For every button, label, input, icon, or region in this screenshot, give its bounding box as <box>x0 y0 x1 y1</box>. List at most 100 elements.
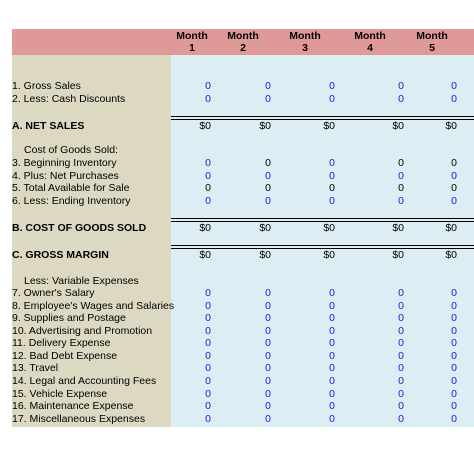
cell-value: 0 <box>265 388 271 400</box>
cell-value: 0 <box>205 300 211 312</box>
cell-value: 0 <box>451 157 457 169</box>
cell-value: 0 <box>205 325 211 337</box>
month-number: 1 <box>189 42 195 54</box>
cell-value: 0 <box>329 337 335 349</box>
cell-value: 0 <box>451 195 457 207</box>
cell-value: 0 <box>398 325 404 337</box>
row-label: Cost of Goods Sold: <box>24 144 118 156</box>
cell-value: 0 <box>265 337 271 349</box>
cell-value: 0 <box>329 300 335 312</box>
row-label: 2. Less: Cash Discounts <box>12 93 126 105</box>
cell-value: 0 <box>451 170 457 182</box>
cell-value: 0 <box>451 375 457 387</box>
double-rule <box>171 116 474 120</box>
month-label: Month <box>416 30 448 42</box>
cell-value: 0 <box>451 287 457 299</box>
cell-value: 0 <box>329 413 335 425</box>
cell-value: 0 <box>329 400 335 412</box>
cell-value: 0 <box>398 287 404 299</box>
cell-value: 0 <box>265 287 271 299</box>
cell-value: $0 <box>323 249 335 261</box>
cell-value: $0 <box>259 120 271 132</box>
cell-value: 0 <box>265 93 271 105</box>
cell-value: 0 <box>205 400 211 412</box>
cell-value: 0 <box>265 195 271 207</box>
cell-value: 0 <box>265 170 271 182</box>
row-label: 11. Delivery Expense <box>12 337 111 349</box>
cell-value: 0 <box>265 375 271 387</box>
cell-value: 0 <box>451 80 457 92</box>
cell-value: 0 <box>451 337 457 349</box>
cell-value: 0 <box>329 325 335 337</box>
month-number: 3 <box>302 42 308 54</box>
cell-value: $0 <box>323 120 335 132</box>
cell-value: 0 <box>329 312 335 324</box>
row-label: 3. Beginning Inventory <box>12 157 117 169</box>
month-label: Month <box>354 30 386 42</box>
cell-value: 0 <box>205 182 211 194</box>
cell-value: 0 <box>205 195 211 207</box>
row-label: 7. Owner's Salary <box>12 287 95 299</box>
double-rule <box>171 218 474 222</box>
cell-value: 0 <box>398 195 404 207</box>
row-label: 16. Maintenance Expense <box>12 400 134 412</box>
cell-value: 0 <box>451 312 457 324</box>
cell-value: 0 <box>205 312 211 324</box>
cell-value: $0 <box>392 222 404 234</box>
cell-value: 0 <box>205 388 211 400</box>
cell-value: 0 <box>329 388 335 400</box>
month-label: Month <box>227 30 259 42</box>
cell-value: 0 <box>205 157 211 169</box>
cell-value: $0 <box>199 249 211 261</box>
row-label: 1. Gross Sales <box>12 80 81 92</box>
month-label: Month <box>289 30 321 42</box>
cell-value: 0 <box>205 413 211 425</box>
cell-value: 0 <box>205 350 211 362</box>
cell-value: 0 <box>398 80 404 92</box>
cell-value: 0 <box>398 375 404 387</box>
cell-value: 0 <box>265 80 271 92</box>
cell-value: 0 <box>265 362 271 374</box>
cell-value: $0 <box>259 249 271 261</box>
cell-value: 0 <box>398 300 404 312</box>
cell-value: $0 <box>445 120 457 132</box>
cell-value: 0 <box>265 413 271 425</box>
cell-value: 0 <box>451 325 457 337</box>
cell-value: 0 <box>451 413 457 425</box>
cell-value: $0 <box>259 222 271 234</box>
cell-value: 0 <box>398 362 404 374</box>
cell-value: 0 <box>398 93 404 105</box>
row-label: Less: Variable Expenses <box>24 275 139 287</box>
cell-value: $0 <box>323 222 335 234</box>
cell-value: 0 <box>398 388 404 400</box>
cell-value: 0 <box>398 182 404 194</box>
month-number: 2 <box>240 42 246 54</box>
label-column <box>12 55 171 427</box>
cell-value: 0 <box>265 400 271 412</box>
row-label: 8. Employee's Wages and Salaries <box>12 300 175 312</box>
row-label: 15. Vehicle Expense <box>12 388 108 400</box>
cell-value: 0 <box>451 362 457 374</box>
cell-value: $0 <box>199 222 211 234</box>
cell-value: 0 <box>329 375 335 387</box>
cell-value: 0 <box>265 350 271 362</box>
cell-value: 0 <box>451 388 457 400</box>
row-label: 12. Bad Debt Expense <box>12 350 118 362</box>
cell-value: 0 <box>265 300 271 312</box>
cell-value: 0 <box>398 170 404 182</box>
cell-value: 0 <box>205 93 211 105</box>
row-label: 5. Total Available for Sale <box>12 182 130 194</box>
cell-value: 0 <box>205 375 211 387</box>
month-label: Month <box>176 30 208 42</box>
month-number: 5 <box>429 42 435 54</box>
cell-value: 0 <box>329 93 335 105</box>
cell-value: 0 <box>398 400 404 412</box>
cell-value: 0 <box>451 300 457 312</box>
row-label: B. COST OF GOODS SOLD <box>12 222 147 234</box>
cell-value: 0 <box>265 157 271 169</box>
row-label: 10. Advertising and Promotion <box>12 325 153 337</box>
cell-value: 0 <box>398 337 404 349</box>
cell-value: 0 <box>265 312 271 324</box>
cell-value: 0 <box>265 182 271 194</box>
cell-value: 0 <box>329 182 335 194</box>
